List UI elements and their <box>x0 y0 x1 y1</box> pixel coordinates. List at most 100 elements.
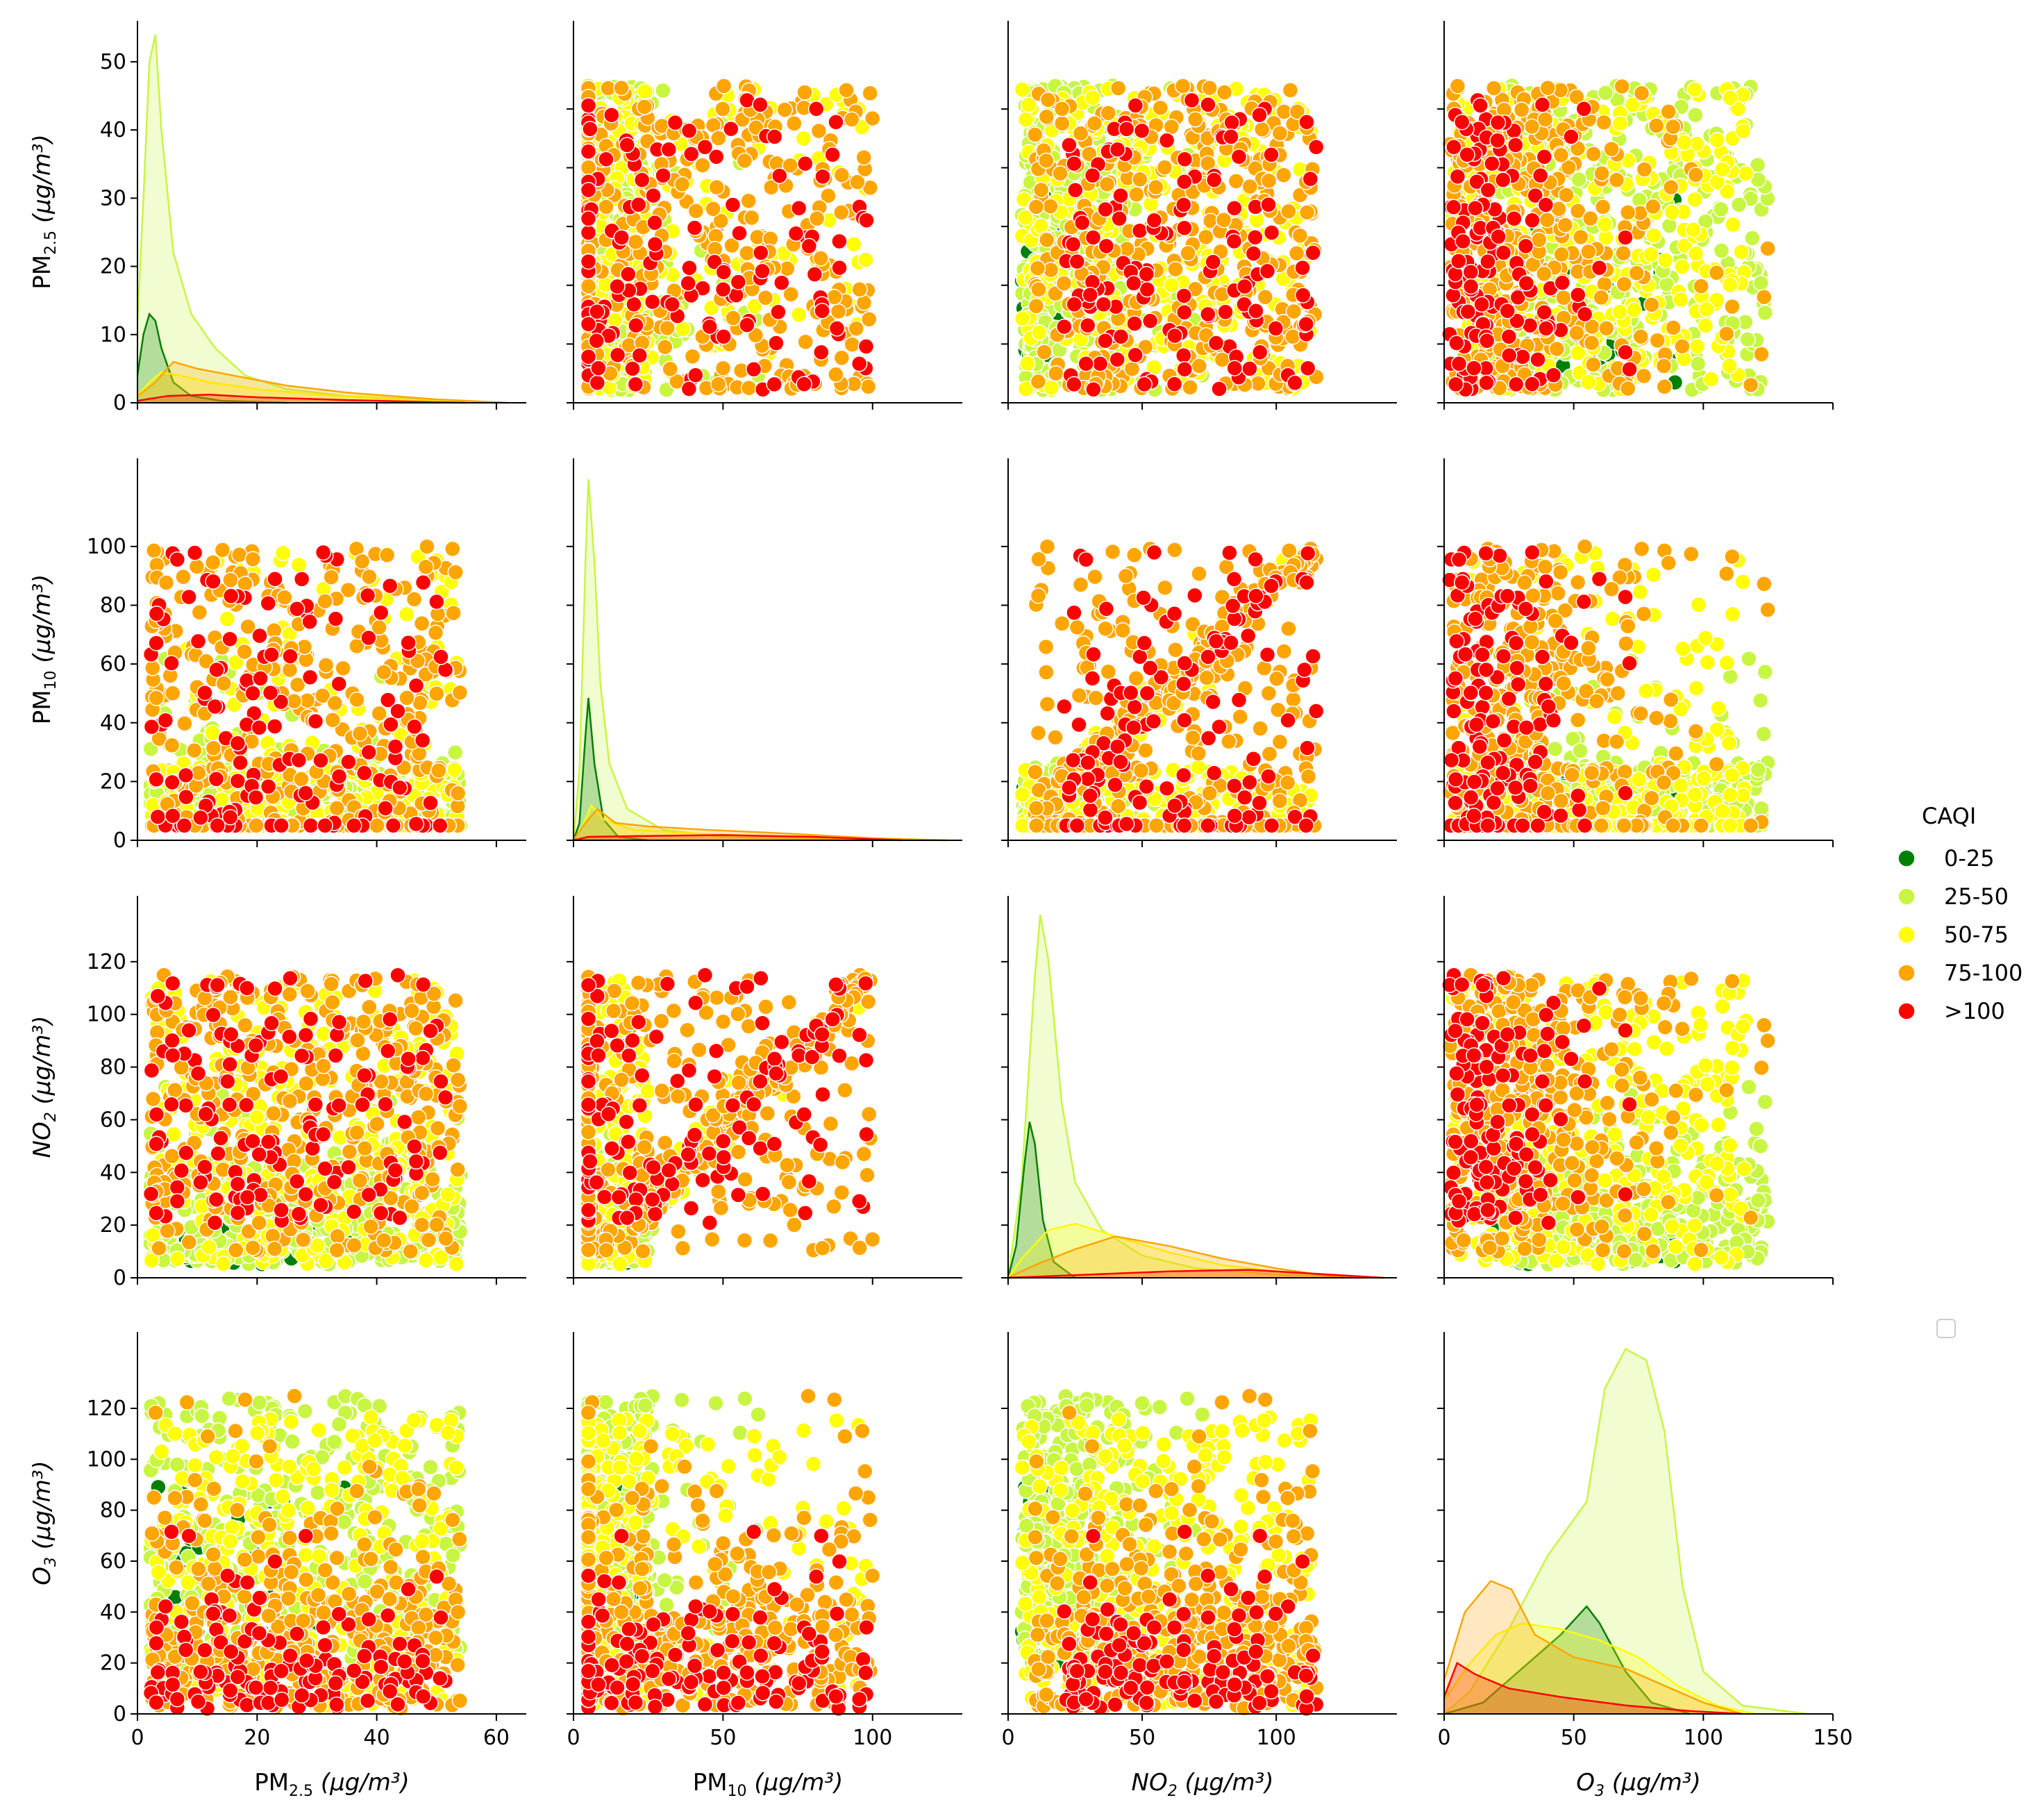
scatter-point <box>290 751 308 769</box>
scatter-point <box>736 152 753 169</box>
scatter-point <box>1484 155 1500 172</box>
scatter-point <box>768 335 785 351</box>
scatter-point <box>715 264 732 281</box>
scatter-point <box>175 568 192 585</box>
scatter-point <box>1450 253 1467 269</box>
scatter-point <box>1583 334 1600 351</box>
scatter-point <box>1545 367 1562 384</box>
scatter-point <box>1127 97 1144 114</box>
scatter-point <box>1148 178 1164 196</box>
panel-pm25-vs-o3 <box>1437 21 1834 410</box>
scatter-point <box>1734 123 1752 140</box>
scatter-point <box>221 631 238 648</box>
kde-fill-pm10-25-50 <box>573 479 948 840</box>
kde-line-pm25-50-75 <box>137 371 496 404</box>
scatter-point <box>680 122 698 139</box>
scatter-point <box>626 296 642 313</box>
scatter-point <box>1733 243 1750 260</box>
scatter-point <box>1523 118 1541 135</box>
scatter-point <box>1084 90 1101 106</box>
scatter-point <box>383 716 399 733</box>
scatter-point <box>797 155 814 172</box>
scatter-point <box>1084 229 1102 246</box>
scatter-point <box>1532 167 1549 184</box>
scatter-point <box>1697 317 1714 334</box>
scatter-point <box>1095 296 1112 313</box>
scatter-point <box>1713 201 1729 218</box>
scatter-point <box>1490 228 1507 245</box>
scatter-point <box>389 703 406 719</box>
scatter-point <box>838 82 855 99</box>
scatter-point <box>1518 275 1535 292</box>
scatter-point <box>317 817 333 834</box>
scatter-point <box>186 742 203 759</box>
scatter-point <box>1285 303 1302 320</box>
scatter-point <box>1632 328 1649 345</box>
scatter-point <box>428 685 445 702</box>
scatter-point <box>714 281 732 298</box>
scatter-point <box>1739 331 1756 348</box>
scatter-point <box>1617 229 1634 246</box>
scatter-point <box>1175 197 1192 213</box>
scatter-point <box>1455 233 1471 250</box>
scatter-point <box>149 808 167 826</box>
scatter-point <box>164 685 181 702</box>
scatter-point <box>580 181 597 199</box>
scatter-point <box>419 538 435 555</box>
scatter-point <box>398 606 415 623</box>
scatter-point <box>1053 100 1071 117</box>
scatter-point <box>244 551 261 568</box>
scatter-point <box>771 167 788 184</box>
scatter-point <box>766 128 783 145</box>
scatter-point <box>1158 132 1175 149</box>
scatter-point <box>812 250 829 267</box>
scatter-point <box>451 684 469 701</box>
scatter-point <box>855 149 872 166</box>
scatter-point <box>262 684 279 701</box>
scatter-point <box>208 770 225 788</box>
scatter-point <box>645 187 662 204</box>
scatter-point <box>715 328 732 345</box>
scatter-point <box>1570 171 1587 188</box>
scatter-point <box>1223 128 1239 145</box>
scatter-point <box>324 711 341 728</box>
scatter-point <box>1507 137 1524 153</box>
scatter-point <box>1271 125 1289 142</box>
scatter-point <box>1636 161 1653 178</box>
scatter-point <box>1038 152 1055 169</box>
scatter-point <box>687 203 705 219</box>
scatter-point <box>281 661 299 678</box>
scatter-point <box>757 289 774 306</box>
scatter-point <box>1611 115 1629 132</box>
scatter-point <box>862 85 878 102</box>
scatter-point <box>796 84 813 101</box>
scatter-point <box>1125 275 1142 292</box>
scatter-point <box>1563 128 1580 145</box>
scatter-point <box>229 735 246 752</box>
scatter-point <box>1236 278 1253 295</box>
scatter-point <box>1462 264 1480 281</box>
scatter-point <box>1674 338 1691 355</box>
scatter-point <box>1053 115 1071 132</box>
scatter-point <box>214 542 231 558</box>
scatter-point <box>244 685 261 702</box>
scatter-point <box>609 347 626 364</box>
scatter-point <box>1664 118 1682 135</box>
kde-line-pm25-0-25 <box>136 312 287 404</box>
scatter-point <box>1722 90 1739 106</box>
scatter-point <box>1536 265 1552 283</box>
scatter-point <box>1259 263 1276 280</box>
scatter-point <box>406 718 423 735</box>
scatter-point <box>598 151 614 168</box>
scatter-point <box>449 785 467 802</box>
scatter-point <box>414 574 432 591</box>
scatter-point <box>684 348 701 365</box>
scatter-point <box>1017 111 1034 128</box>
scatter-point <box>1598 319 1615 337</box>
scatter-point <box>1757 304 1774 322</box>
scatter-point <box>580 253 597 270</box>
scatter-point <box>752 97 769 113</box>
scatter-point <box>1673 291 1689 308</box>
scatter-point <box>776 101 794 118</box>
scatter-point <box>1298 113 1315 131</box>
